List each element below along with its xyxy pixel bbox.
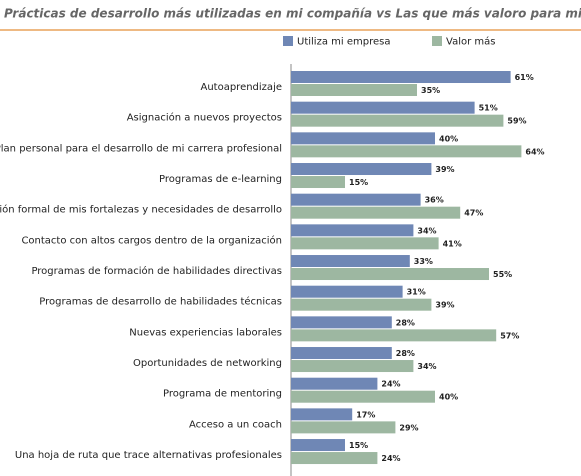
category-label: Programa de mentoring (163, 389, 282, 400)
legend-swatch (432, 36, 442, 46)
value-label: 33% (414, 257, 433, 266)
value-label: 31% (407, 288, 426, 297)
category-label: Programas de formación de habilidades di… (31, 265, 282, 277)
category-label: Contacto con altos cargos dentro de la o… (21, 234, 282, 246)
bar (291, 193, 421, 206)
bar (291, 285, 403, 298)
value-label: 35% (421, 86, 440, 95)
category-label: Asignación a nuevos proyectos (127, 112, 282, 124)
value-label: 34% (417, 226, 436, 235)
bar (291, 145, 522, 158)
bar (291, 163, 432, 176)
value-label: 39% (435, 301, 454, 310)
bar (291, 421, 396, 434)
bar (291, 206, 461, 219)
bar (291, 390, 435, 403)
bar (291, 255, 410, 268)
value-label: 24% (381, 454, 400, 463)
legend-label: Valor más (446, 36, 495, 48)
bar (291, 132, 435, 145)
bar (291, 268, 489, 281)
category-label: Una hoja de ruta que trace alternativas … (15, 450, 282, 461)
category-label: Plan personal para el desarrollo de mi c… (0, 143, 282, 154)
chart-title: Prácticas de desarrollo más utilizadas e… (4, 7, 581, 21)
value-label: 51% (479, 104, 498, 113)
value-label: 28% (396, 349, 415, 358)
value-label: 28% (396, 318, 415, 327)
value-label: 15% (349, 441, 368, 450)
category-label: Acceso a un coach (189, 419, 282, 430)
bar (291, 101, 475, 114)
value-label: 40% (439, 134, 458, 143)
category-label: Oportunidades de networking (133, 358, 282, 369)
value-label: 59% (507, 117, 526, 126)
value-label: 29% (399, 423, 418, 432)
value-label: 64% (525, 147, 544, 156)
bar (291, 224, 414, 237)
legend-swatch (283, 36, 293, 46)
value-label: 36% (425, 196, 444, 205)
value-label: 17% (356, 410, 375, 419)
category-label: Nuevas experiencias laborales (129, 327, 282, 338)
category-label: Autoaprendizaje (200, 82, 282, 93)
value-label: 47% (464, 209, 483, 218)
category-label: Programas de desarrollo de habilidades t… (39, 296, 282, 308)
bar (291, 329, 497, 342)
value-label: 34% (417, 362, 436, 371)
value-label: 41% (443, 239, 462, 248)
bar (291, 316, 392, 329)
bar (291, 452, 378, 465)
value-label: 15% (349, 178, 368, 187)
category-label: Programas de e-learning (159, 174, 282, 185)
value-label: 55% (493, 270, 512, 279)
value-label: 61% (515, 73, 534, 82)
bar (291, 298, 432, 311)
bar (291, 176, 345, 189)
bar (291, 347, 392, 360)
value-label: 39% (435, 165, 454, 174)
bar (291, 377, 378, 390)
bar (291, 360, 414, 373)
value-label: 40% (439, 393, 458, 402)
bar (291, 71, 511, 83)
value-label: 57% (500, 331, 519, 340)
bar (291, 84, 417, 96)
legend-label: Utiliza mi empresa (297, 37, 390, 48)
bar (291, 237, 439, 250)
category-label: Evaluación formal de mis fortalezas y ne… (0, 204, 282, 216)
bar (291, 439, 345, 452)
bar (291, 408, 353, 421)
bar (291, 114, 504, 127)
value-label: 24% (381, 380, 400, 389)
